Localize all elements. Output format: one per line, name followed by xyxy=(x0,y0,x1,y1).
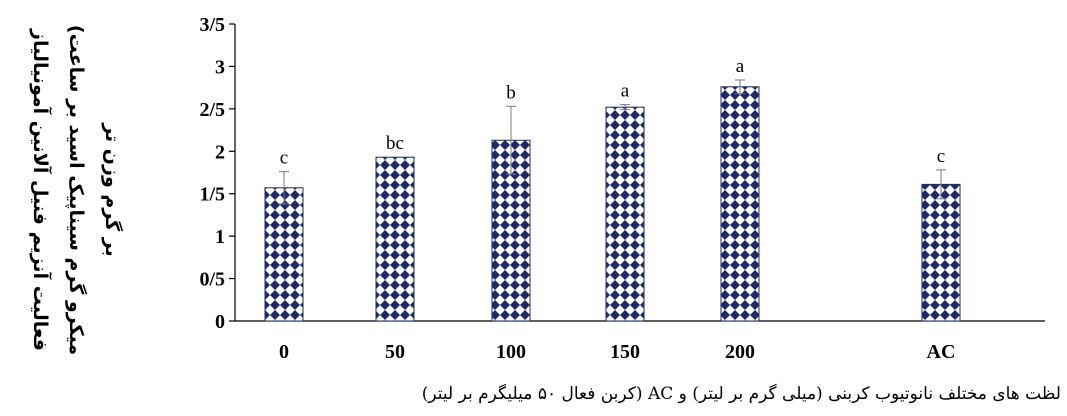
significance-label: b xyxy=(506,82,516,103)
bars: c bc b a a c xyxy=(264,56,961,322)
y-tick-label: 0 xyxy=(215,311,225,333)
y-axis-label-line: بر گرم وزن تر xyxy=(101,122,124,257)
x-tick-label: 200 xyxy=(725,341,755,363)
x-tick-label: 100 xyxy=(496,341,526,363)
y-tick-label: 3 xyxy=(215,56,225,78)
x-axis-label: لظت های مختلف نانوتیوب کربنی (میلی گرم ب… xyxy=(421,384,1061,404)
y-axis-label-line: (میکرو گرم سیناپیک اسید بر ساعت xyxy=(65,25,88,355)
bar-200 xyxy=(720,86,760,322)
y-axis-label: فعالیت آنزیم فنیل آلانین آمونیالیاز (میکر… xyxy=(29,25,124,355)
significance-label: a xyxy=(621,81,630,102)
y-tick-label: 2 xyxy=(215,141,225,163)
y-tick-label: 1 xyxy=(215,226,225,248)
significance-label: a xyxy=(736,56,745,77)
y-axis-ticks: 0 0/5 1 1/5 2 2/5 3 3/5 xyxy=(199,14,235,333)
y-tick-label: 2/5 xyxy=(199,99,225,121)
y-tick-label: 1/5 xyxy=(199,184,225,206)
x-tick-label: 50 xyxy=(385,341,405,363)
significance-label: c xyxy=(937,146,945,167)
significance-label: bc xyxy=(386,133,404,154)
bar-50 xyxy=(375,156,415,322)
y-tick-label: 0/5 xyxy=(199,269,225,291)
bar-150 xyxy=(605,106,645,322)
y-tick-label: 3/5 xyxy=(199,14,225,36)
bar-0 xyxy=(264,187,304,322)
y-axis-label-line: فعالیت آنزیم فنیل آلانین آمونیالیاز xyxy=(29,28,53,351)
x-tick-label: AC xyxy=(927,341,956,363)
significance-label: c xyxy=(280,148,288,169)
x-tick-label: 150 xyxy=(610,341,640,363)
x-tick-label: 0 xyxy=(279,341,289,363)
x-axis-ticks: 0 50 100 150 200 AC xyxy=(279,341,955,363)
bar-AC xyxy=(921,183,961,322)
